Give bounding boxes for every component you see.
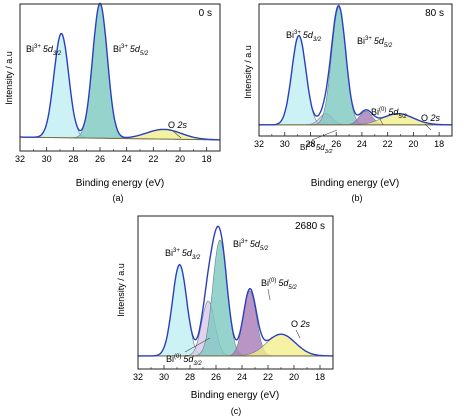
panel-a-xtick-label-2: 28 [68, 154, 78, 164]
panel-c-xtick-label-3: 26 [211, 372, 221, 382]
panel-c-annotation-bi3-5d52: Bi3+ 5d5/2 [233, 239, 269, 252]
panel-b-annotation-bi0-5d32: Bi(0) 5d3/2 [300, 142, 332, 155]
panel-a-xtick-label-5: 22 [148, 154, 158, 164]
panel-b-xtick-label-0: 32 [254, 139, 264, 149]
panel-c-x-ticks: 32 30 28 26 24 22 20 18 [133, 365, 334, 382]
panel-a-xtick-label-3: 26 [95, 154, 105, 164]
panel-a-plot [20, 2, 221, 141]
panel-a-xtick-label-6: 20 [175, 154, 185, 164]
panel-b-time-label: 80 s [425, 8, 444, 19]
panel-b-caption: (b) [352, 193, 363, 203]
panel-c-annotation-o2s: O 2s [291, 319, 311, 329]
panel-c: 2680 s Intensity / a.u 32 30 28 26 24 22 20 18 … [116, 215, 334, 416]
panel-a-time-label: 0 s [199, 8, 212, 19]
panel-c-xtick-label-2: 28 [185, 372, 195, 382]
panel-a-xlabel: Binding energy (eV) [76, 178, 164, 189]
panel-b: 80 s Intensity / a.u 32 30 28 26 24 22 20 18 Bi… [243, 3, 453, 203]
panel-b-plot [259, 4, 452, 126]
panel-c-xtick-label-1: 30 [159, 372, 169, 382]
panel-c-ylabel: Intensity / a.u [116, 263, 126, 317]
panel-b-annotation-o2s: O 2s [421, 113, 441, 123]
panel-c-xlabel: Binding energy (eV) [191, 390, 279, 401]
panel-b-xtick-label-6: 20 [408, 139, 418, 149]
panel-c-xtick-label-7: 18 [315, 372, 325, 382]
panel-c-plot [138, 225, 333, 357]
panel-a-caption: (a) [113, 193, 124, 203]
panel-b-xtick-label-1: 30 [280, 139, 290, 149]
panel-c-annotation-bi0-5d52: Bi(0) 5d5/2 [261, 278, 297, 291]
panel-b-annotation-bi3-5d52: Bi3+ 5d5/2 [357, 36, 393, 49]
panel-a: 0 s Intensity / a.u 32 30 28 26 24 22 20 18 Bin… [4, 2, 221, 203]
panel-b-envelope-line [259, 4, 452, 126]
leader-c-o2s [295, 329, 301, 339]
leader-c-bi0-5d32 [184, 337, 211, 353]
panel-a-background-line [20, 136, 220, 141]
leader-b-bi0-5d32 [311, 129, 338, 141]
panel-b-xtick-label-2: 28 [305, 139, 315, 149]
panel-c-xtick-label-6: 20 [289, 372, 299, 382]
leader-b-o2s [424, 123, 432, 131]
panel-c-xtick-label-5: 22 [263, 372, 273, 382]
panel-b-xtick-label-4: 24 [357, 139, 367, 149]
panel-a-annotation-bi3-5d32: Bi3+ 5d3/2 [26, 44, 62, 57]
panel-a-xtick-label-4: 24 [122, 154, 132, 164]
panel-c-time-label: 2680 s [295, 221, 325, 232]
panel-b-xlabel: Binding energy (eV) [311, 178, 399, 189]
panel-c-component-0 [138, 264, 333, 357]
panel-a-envelope-line [20, 2, 220, 141]
leader-b-bi0-5d52 [379, 118, 384, 126]
panel-c-envelope-line [138, 225, 333, 357]
annotation-leaders [172, 118, 432, 353]
panel-b-xtick-label-5: 22 [383, 139, 393, 149]
panel-a-x-ticks: 32 30 28 26 24 22 20 18 [15, 147, 221, 164]
panel-a-xtick-label-7: 18 [202, 154, 212, 164]
panel-c-xtick-label-0: 32 [133, 372, 143, 382]
panel-a-xtick-label-0: 32 [15, 154, 25, 164]
panel-b-frame [258, 3, 453, 137]
panel-c-frame [137, 215, 334, 370]
panel-b-x-ticks: 32 30 28 26 24 22 20 18 [254, 132, 453, 149]
panel-a-ylabel: Intensity / a.u [4, 51, 14, 105]
panel-a-frame [19, 3, 221, 152]
panel-b-ylabel: Intensity / a.u [243, 45, 253, 99]
panel-a-annotation-bi3-5d52: Bi3+ 5d5/2 [113, 44, 149, 57]
leader-a-o2s [172, 130, 182, 139]
panel-b-component-0 [259, 35, 452, 126]
panel-c-annotation-bi3-5d32: Bi3+ 5d3/2 [165, 248, 201, 261]
panel-a-xtick-label-1: 30 [42, 154, 52, 164]
leader-c-bi0-5d52 [267, 288, 271, 301]
panel-c-xtick-label-4: 24 [237, 372, 247, 382]
panel-c-caption: (c) [231, 406, 242, 416]
panel-b-annotation-bi3-5d32: Bi3+ 5d3/2 [286, 30, 322, 43]
panel-b-xtick-label-3: 26 [331, 139, 341, 149]
panel-a-annotation-o2s: O 2s [168, 120, 188, 130]
panel-b-xtick-label-7: 18 [434, 139, 444, 149]
